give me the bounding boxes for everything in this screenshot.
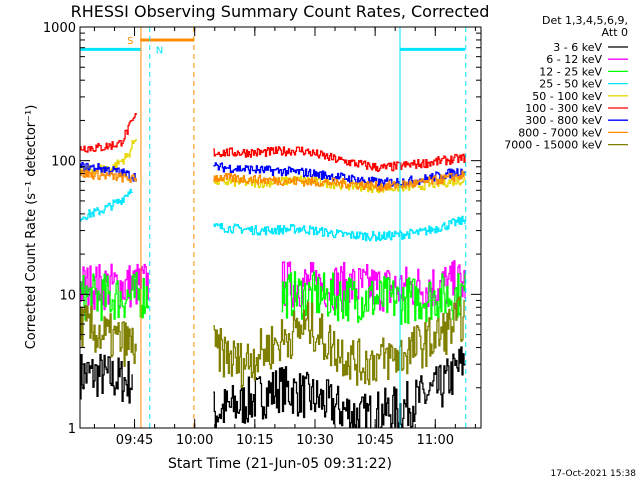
legend-label-100-300-kev: 100 - 300 keV	[525, 102, 602, 115]
series-line-3-6-kev	[80, 346, 466, 428]
legend-label-12-25-kev: 12 - 25 keV	[539, 65, 602, 78]
y-axis-label: Corrected Count Rate (s⁻¹ detector⁻¹)	[24, 105, 39, 350]
x-axis-label: Start Time (21-Jun-05 09:31:22)	[168, 456, 392, 472]
legend-label-6-12-kev: 6 - 12 keV	[546, 53, 602, 66]
series-line-25-50-kev	[80, 188, 466, 242]
chart-title: RHESSI Observing Summary Count Rates, Co…	[71, 2, 490, 21]
footer-timestamp: 17-Oct-2021 15:38	[551, 469, 637, 479]
x-tick-label-1: 09:45	[116, 433, 153, 448]
legend-title-line-1: Det 1,3,4,5,6,9,	[542, 14, 628, 27]
x-tick-label-2: 10:00	[176, 433, 213, 448]
y-tick-label-3: 100	[51, 155, 76, 170]
y-tick-label-2: 10	[59, 288, 76, 303]
x-tick-label-3: 10:15	[236, 433, 273, 448]
legend-label-7000-15000-kev: 7000 - 15000 keV	[504, 139, 602, 152]
series-line-300-800-kev	[80, 162, 466, 188]
attenuator-label-1: S	[127, 36, 133, 47]
series-line-800-7000-kev	[80, 169, 466, 192]
series-layer	[80, 112, 466, 428]
y-tick-label-4: 1000	[43, 21, 76, 36]
plot-frame	[79, 26, 482, 429]
x-tick-label-5: 10:45	[356, 433, 393, 448]
legend-label-800-7000-kev: 800 - 7000 keV	[518, 126, 602, 139]
legend-label-300-800-kev: 300 - 800 keV	[525, 114, 602, 127]
legend-label-3-6-kev: 3 - 6 keV	[553, 41, 602, 54]
legend-label-50-100-kev: 50 - 100 keV	[532, 90, 602, 103]
legend-label-25-50-kev: 25 - 50 keV	[539, 78, 602, 91]
x-tick-label-6: 11:00	[417, 433, 454, 448]
marker-label-1: N	[156, 45, 163, 56]
axis-layer: 1 10 100 1000 09:45 10:00 10:15 10:30 10:45 11:00	[43, 21, 481, 448]
overlay-layer: SN	[80, 27, 467, 428]
series-line-7000-15000-kev	[80, 296, 466, 389]
legend-title-line-2: Att 0	[602, 26, 628, 39]
x-tick-label-4: 10:30	[296, 433, 333, 448]
series-line-100-300-kev	[80, 112, 466, 173]
y-tick-label-1: 1	[68, 422, 76, 437]
